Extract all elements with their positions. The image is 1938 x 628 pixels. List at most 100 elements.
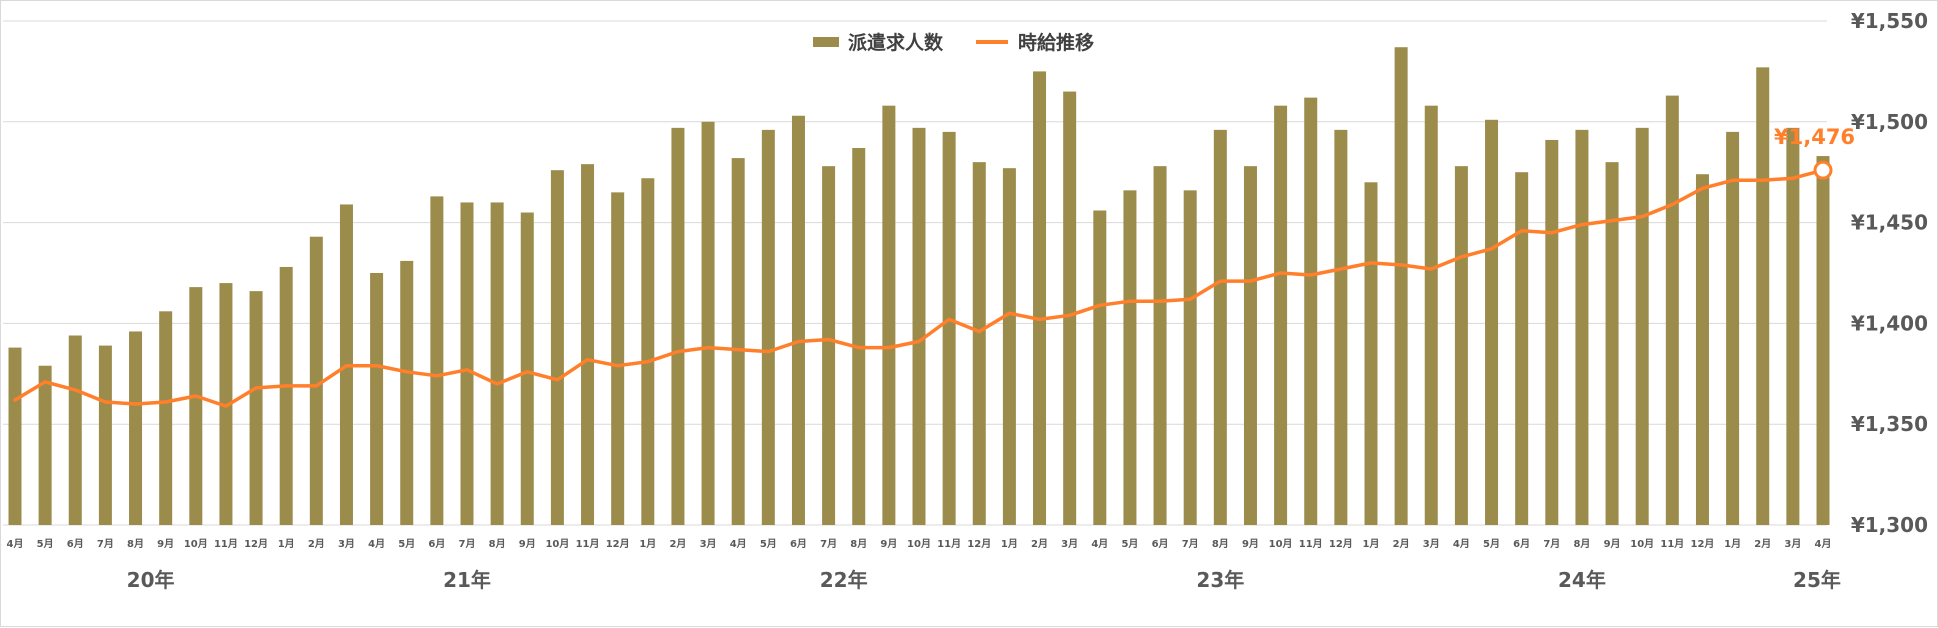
bar bbox=[1093, 210, 1107, 525]
x-tick-label: 3月 bbox=[1784, 538, 1801, 550]
x-tick-label: 10月 bbox=[907, 538, 931, 550]
x-tick-label: 2月 bbox=[669, 538, 686, 550]
x-tick-label: 6月 bbox=[428, 538, 445, 550]
bar bbox=[1002, 168, 1016, 525]
x-tick-label: 1月 bbox=[1724, 538, 1741, 550]
bar bbox=[1515, 172, 1529, 525]
x-tick-label: 2月 bbox=[1031, 538, 1048, 550]
x-tick-label: 11月 bbox=[1299, 538, 1323, 550]
bar bbox=[1454, 166, 1468, 526]
bar bbox=[731, 158, 745, 525]
bar bbox=[1334, 129, 1348, 525]
bar bbox=[882, 105, 896, 525]
bar bbox=[701, 121, 715, 526]
bar bbox=[1545, 139, 1559, 525]
legend: 派遣求人数 時給推移 bbox=[813, 31, 1094, 54]
bar bbox=[1575, 129, 1589, 525]
bar bbox=[822, 166, 836, 526]
x-tick-label: 7月 bbox=[1182, 538, 1199, 550]
bar bbox=[761, 129, 775, 525]
bar bbox=[1274, 105, 1288, 525]
bar-series-job-postings bbox=[8, 47, 1830, 526]
x-tick-label: 3月 bbox=[338, 538, 355, 550]
x-tick-label: 12月 bbox=[606, 538, 630, 550]
x-tick-label: 4月 bbox=[1091, 538, 1108, 550]
x-axis-year-labels: 20年 21年 22年 23年 24年 25年 bbox=[127, 568, 1841, 592]
line-series-hourly-wage bbox=[13, 168, 1825, 408]
x-tick-label: 5月 bbox=[37, 538, 54, 550]
bar bbox=[1364, 182, 1378, 525]
bar bbox=[581, 164, 595, 526]
x-tick-label: 9月 bbox=[157, 538, 174, 550]
x-tick-label: 12月 bbox=[244, 538, 268, 550]
x-tick-label: 6月 bbox=[1513, 538, 1530, 550]
bar bbox=[1153, 166, 1167, 526]
bar bbox=[129, 331, 143, 525]
bar bbox=[1665, 95, 1679, 525]
x-tick-label: 6月 bbox=[67, 538, 84, 550]
x-tick-label: 4月 bbox=[368, 538, 385, 550]
bar bbox=[309, 236, 323, 525]
x-tick-label: 5月 bbox=[398, 538, 415, 550]
bar bbox=[1816, 156, 1830, 525]
x-tick-label: 2月 bbox=[1754, 538, 1771, 550]
bar bbox=[791, 115, 805, 525]
y-tick-label: ¥1,350 bbox=[1851, 412, 1928, 436]
x-tick-label: 2月 bbox=[308, 538, 325, 550]
bar bbox=[68, 335, 82, 525]
bar bbox=[671, 127, 685, 526]
bar bbox=[641, 178, 655, 526]
year-label: 20年 bbox=[127, 568, 175, 592]
year-label: 23年 bbox=[1196, 568, 1244, 592]
bar bbox=[189, 287, 203, 525]
bar bbox=[852, 148, 866, 525]
bar bbox=[1786, 127, 1800, 526]
x-tick-label: 3月 bbox=[1423, 538, 1440, 550]
x-tick-label: 7月 bbox=[459, 538, 476, 550]
x-tick-label: 1月 bbox=[639, 538, 656, 550]
bar bbox=[430, 196, 444, 525]
x-tick-label: 12月 bbox=[1691, 538, 1715, 550]
x-tick-label: 9月 bbox=[519, 538, 536, 550]
bar bbox=[972, 162, 986, 525]
x-tick-label: 5月 bbox=[1121, 538, 1138, 550]
legend-bar-swatch bbox=[813, 37, 839, 47]
x-tick-label: 9月 bbox=[880, 538, 897, 550]
x-tick-label: 2月 bbox=[1393, 538, 1410, 550]
y-tick-label: ¥1,550 bbox=[1851, 9, 1928, 33]
bar bbox=[1635, 127, 1649, 526]
x-tick-label: 5月 bbox=[1483, 538, 1500, 550]
y-axis-tick-labels: ¥1,300 ¥1,350 ¥1,400 ¥1,450 ¥1,500 ¥1,550 bbox=[1851, 9, 1928, 537]
bar bbox=[490, 202, 504, 525]
x-tick-label: 8月 bbox=[1573, 538, 1590, 550]
bar bbox=[159, 311, 173, 525]
bar bbox=[1304, 97, 1318, 525]
x-tick-label: 10月 bbox=[184, 538, 208, 550]
y-tick-label: ¥1,500 bbox=[1851, 110, 1928, 134]
bar bbox=[1394, 47, 1408, 525]
x-tick-label: 9月 bbox=[1604, 538, 1621, 550]
x-tick-label: 8月 bbox=[489, 538, 506, 550]
x-axis-month-labels: 4月 5月 6月 7月 8月 9月 10月 11月 12月 1月 2月 3月 4月 5月 6月 7月 8月 9月 1… bbox=[7, 538, 1832, 550]
x-tick-label: 10月 bbox=[545, 538, 569, 550]
bar bbox=[942, 131, 956, 525]
bar bbox=[98, 345, 112, 525]
latest-wage-annotation: ¥1,476 bbox=[1774, 125, 1855, 180]
bar bbox=[249, 291, 263, 525]
y-tick-label: ¥1,300 bbox=[1851, 513, 1928, 537]
bar bbox=[611, 192, 625, 526]
latest-wage-marker bbox=[1813, 160, 1833, 180]
x-tick-label: 8月 bbox=[1212, 538, 1229, 550]
x-tick-label: 3月 bbox=[700, 538, 717, 550]
bar bbox=[400, 260, 414, 525]
bar bbox=[1183, 190, 1197, 525]
x-tick-label: 6月 bbox=[790, 538, 807, 550]
x-tick-label: 4月 bbox=[7, 538, 24, 550]
bar bbox=[1605, 162, 1619, 525]
bar bbox=[279, 266, 293, 525]
bar bbox=[1485, 119, 1499, 525]
year-label: 21年 bbox=[443, 568, 491, 592]
bar bbox=[1123, 190, 1137, 525]
